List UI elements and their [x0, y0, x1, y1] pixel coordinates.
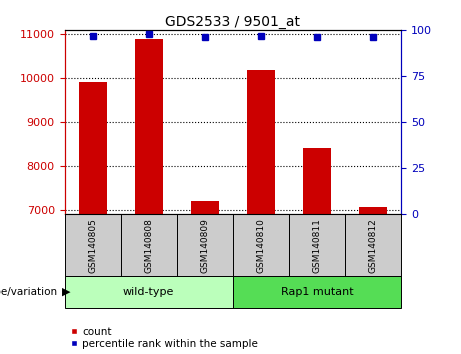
Bar [65, 214, 121, 276]
Text: Rap1 mutant: Rap1 mutant [281, 287, 353, 297]
Bar [247, 69, 275, 214]
Text: wild-type: wild-type [123, 287, 174, 297]
Legend: count, percentile rank within the sample: count, percentile rank within the sample [70, 327, 258, 349]
Bar [233, 276, 401, 308]
Bar [303, 148, 331, 214]
Bar [177, 214, 233, 276]
Text: GSM140808: GSM140808 [144, 218, 153, 273]
Text: GSM140811: GSM140811 [313, 218, 321, 273]
Bar [233, 214, 289, 276]
Bar [345, 214, 401, 276]
Bar [359, 207, 387, 214]
Bar [289, 214, 345, 276]
Text: ▶: ▶ [62, 287, 71, 297]
Title: GDS2533 / 9501_at: GDS2533 / 9501_at [165, 15, 300, 29]
Bar [78, 82, 106, 214]
Text: GSM140812: GSM140812 [368, 218, 378, 273]
Text: GSM140810: GSM140810 [256, 218, 266, 273]
Bar [135, 39, 163, 214]
Bar [121, 214, 177, 276]
Bar [191, 201, 219, 214]
Text: genotype/variation: genotype/variation [0, 287, 60, 297]
Bar [65, 276, 233, 308]
Text: GSM140809: GSM140809 [200, 218, 209, 273]
Text: GSM140805: GSM140805 [88, 218, 97, 273]
